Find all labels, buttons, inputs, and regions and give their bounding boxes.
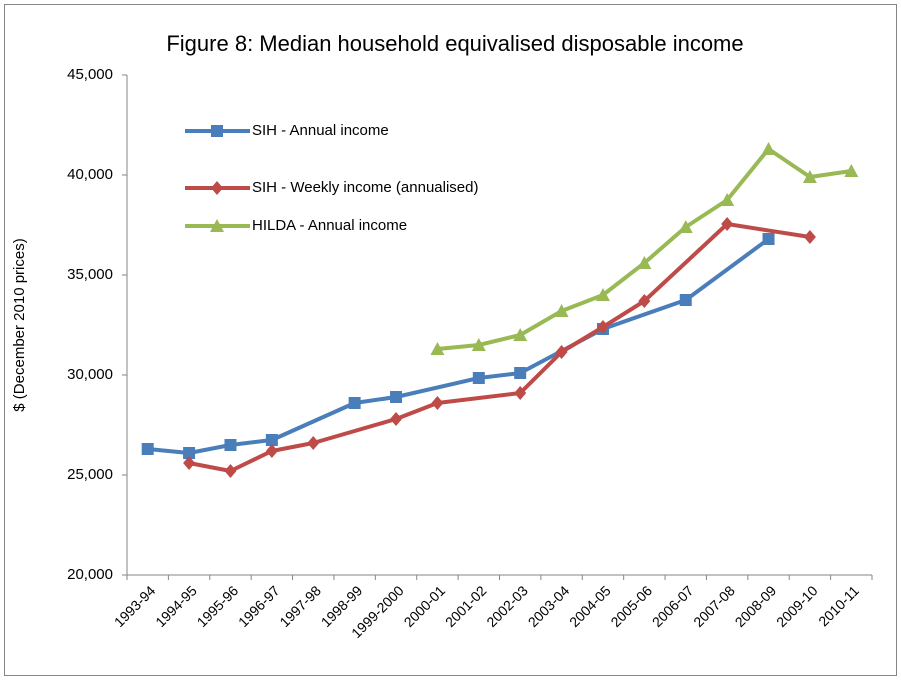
gap-connector — [726, 222, 811, 239]
gap-connector — [271, 401, 356, 442]
legend-label: HILDA - Annual income — [252, 217, 407, 234]
gap-connector — [437, 391, 521, 405]
y-tick-label: 20,000 — [67, 566, 113, 583]
gap-connector — [602, 298, 687, 331]
chart-border — [4, 4, 897, 676]
marker — [211, 125, 223, 137]
marker — [679, 294, 692, 306]
y-tick-label: 45,000 — [67, 66, 113, 83]
marker — [183, 447, 196, 459]
marker — [762, 233, 775, 245]
marker — [472, 372, 485, 384]
marker — [390, 412, 403, 426]
marker — [265, 434, 278, 446]
marker — [554, 304, 569, 317]
marker — [390, 391, 403, 403]
gap-connector — [395, 376, 480, 399]
marker — [721, 217, 734, 231]
gap-connector — [642, 222, 729, 303]
marker — [803, 230, 816, 244]
marker — [513, 328, 528, 341]
marker — [802, 170, 817, 183]
marker — [211, 181, 223, 195]
marker — [265, 444, 278, 458]
marker — [224, 439, 237, 451]
marker — [514, 367, 527, 379]
marker — [307, 436, 320, 450]
marker — [637, 256, 652, 269]
gap-connector — [312, 417, 397, 445]
marker — [430, 342, 445, 355]
chart-title: Figure 8: Median household equivalised d… — [166, 31, 743, 56]
marker — [431, 396, 444, 410]
y-tick-label: 40,000 — [67, 166, 113, 183]
marker — [844, 164, 859, 177]
marker — [141, 443, 154, 455]
marker — [471, 338, 486, 351]
marker — [596, 320, 609, 334]
marker — [348, 397, 361, 409]
marker — [224, 464, 237, 478]
marker — [761, 142, 776, 155]
legend-label: SIH - Weekly income (annualised) — [252, 179, 478, 196]
legend-label: SIH - Annual income — [252, 122, 389, 139]
marker — [720, 193, 735, 206]
marker — [638, 294, 651, 308]
marker — [678, 220, 693, 233]
marker — [210, 219, 224, 232]
y-axis-label: $ (December 2010 prices) — [11, 238, 28, 411]
marker — [595, 288, 610, 301]
marker — [555, 345, 568, 359]
marker — [183, 456, 196, 470]
y-tick-label: 35,000 — [67, 266, 113, 283]
y-tick-label: 30,000 — [67, 366, 113, 383]
y-tick-label: 25,000 — [67, 466, 113, 483]
marker — [514, 386, 527, 400]
gap-connector — [684, 237, 770, 302]
